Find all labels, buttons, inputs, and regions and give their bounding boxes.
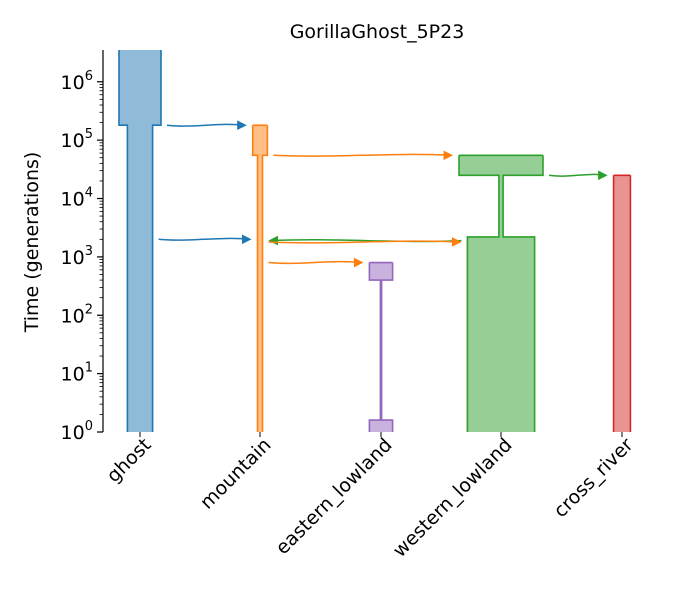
migration-arrow-mountain-to-western-lowland [273,150,454,161]
tube-left-edge [118,50,129,432]
arrow-head [268,235,279,246]
y-tick-label: 101 [61,361,93,386]
x-tick-label-eastern-lowland: eastern_lowland [271,434,396,559]
arrow-line [268,260,362,265]
migration-arrow-western-lowland-to-cross-river [548,170,608,181]
migration-arrow-mountain-to-eastern-lowland [268,257,364,268]
deme-tube-mountain [251,124,269,432]
y-tick-label: 100 [61,419,93,444]
axes: 100 101 102 103 104 105 106 [61,50,104,444]
x-tick-label-ghost: ghost [102,434,155,487]
arrow-head [598,170,608,181]
arrow-head [443,150,454,161]
tube-fill [613,175,631,433]
deme-tube-eastern-lowland [368,261,394,432]
y-tick-label: 102 [61,302,93,327]
tube-fill [119,50,161,432]
migration-arrow-ghost-to-mountain [166,120,247,131]
y-tick-label: 104 [61,186,93,211]
tube-right-edge [261,125,269,432]
x-tick-label-mountain: mountain [196,434,276,514]
arrow-line [158,237,250,241]
arrow-line [548,173,606,177]
migration-arrows [158,120,608,268]
tube-fill [252,125,268,432]
deme-tube-ghost [118,50,162,432]
arrow-line [268,240,460,244]
x-tick-label-cross-river: cross_river [549,434,637,522]
x-tick-label-western-lowland: western_lowland [389,434,517,562]
chart-title: GorillaGhost_5P23 [290,21,465,43]
deme-tube-western-lowland [458,154,544,433]
tube-fill [459,155,543,433]
y-tick-label: 103 [61,244,93,269]
x-tick-labels: ghost mountaineastern_lowlandwestern_lowl… [102,432,638,562]
tube-right-edge [380,262,394,432]
tube-left-edge [368,262,382,432]
y-tick-label: 106 [61,69,93,94]
migration-arrow-ghost-to-mountain [158,234,252,245]
y-tick-label: 105 [61,127,93,152]
arrow-head [353,257,364,268]
arrow-line [273,153,452,157]
deme-tubes [118,50,632,433]
y-axis-label: Time (generations) [21,152,43,334]
arrow-line [166,123,245,127]
deme-tube-cross-river [612,174,632,433]
migration-arrow-mountain-to-western-lowland [268,237,462,247]
tube-right-edge [151,50,162,432]
arrow-head [451,237,462,247]
arrow-head [237,120,247,131]
tube-right-edge [502,155,544,432]
tube-left-edge [251,125,259,432]
arrow-head [241,234,252,245]
tube-left-edge [458,155,500,432]
